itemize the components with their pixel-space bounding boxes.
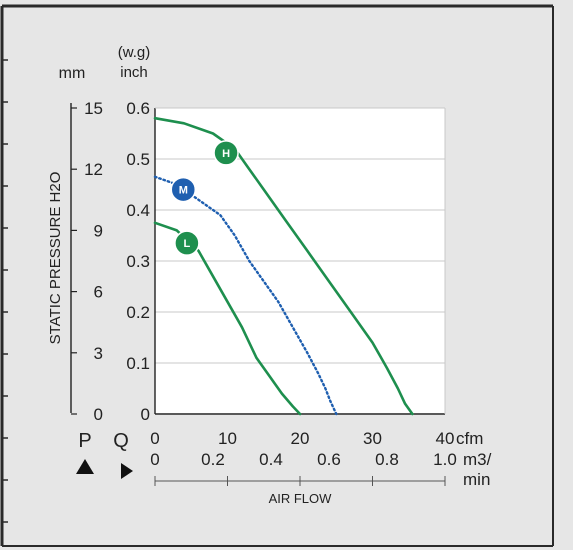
y-axis-mm-tick-label: 15 — [84, 99, 103, 118]
y-axis-mm-tick-label: 3 — [94, 344, 103, 363]
right-triangle-icon — [121, 463, 133, 479]
x-axis-m3-tick-label: 0.6 — [317, 450, 341, 469]
pressure-symbol: P — [78, 430, 91, 452]
curve-h — [153, 116, 414, 416]
y-axis-inch-tick-label: 0.4 — [126, 201, 150, 220]
marker-label-h: H — [222, 148, 230, 160]
x-axis-cfm-tick-label: 10 — [218, 429, 237, 448]
y-axis-inch-labels: 0.6 0.5 0.4 0.3 0.2 0.1 0 — [126, 99, 150, 424]
y-axis-inch-tick-label: 0.3 — [126, 252, 150, 271]
up-triangle-icon — [76, 459, 94, 474]
marker-h — [213, 140, 239, 166]
marker-label-m: M — [179, 185, 188, 197]
x-axis-label: AIR FLOW — [269, 491, 333, 506]
x-axis-cfm-tick-label: 40 — [436, 429, 455, 448]
x-axis-m3-tick-label: 1.0 — [433, 450, 457, 469]
marker-l — [174, 230, 200, 256]
y-axis-mm-tick-label: 9 — [94, 221, 103, 240]
marker-m — [170, 176, 197, 203]
y-axis-inch-unit-line1: (w.g) — [118, 44, 151, 61]
y-axis-mm-ticks — [71, 107, 77, 415]
y-axis-inch-tick-label: 0 — [141, 405, 150, 424]
y-axis-inch-tick-label: 0.2 — [126, 303, 150, 322]
x-axis-cfm-labels: 0 10 20 30 40 — [150, 429, 454, 448]
x-axis-cfm-tick-label: 20 — [291, 429, 310, 448]
x-axis-m3-unit-line2: min — [463, 470, 490, 489]
air-flow-ruler-ticks — [154, 476, 446, 486]
y-axis-mm-tick-label: 6 — [94, 283, 103, 302]
y-axis-inch-tick-label: 0.5 — [126, 150, 150, 169]
y-axis-mm-labels: 15 12 9 6 3 0 — [84, 99, 103, 424]
y-axis-inch-tick-label: 0.6 — [126, 99, 150, 118]
x-axis-cfm-tick-label: 30 — [363, 429, 382, 448]
y-axis-label: STATIC PRESSURE H2O — [47, 172, 64, 345]
speed-markers: H M L — [170, 140, 239, 256]
x-axis-cfm-unit: cfm — [456, 429, 483, 448]
border-ticks — [2, 59, 8, 523]
x-axis-m3-tick-label: 0.8 — [375, 450, 399, 469]
flow-symbol: Q — [113, 430, 129, 452]
marker-label-l: L — [184, 238, 191, 250]
x-axis-cfm-tick-label: 0 — [150, 429, 159, 448]
y-axis-mm-tick-label: 0 — [94, 405, 103, 424]
x-axis-m3-tick-label: 0.2 — [201, 450, 225, 469]
y-axis-inch-unit-line2: inch — [120, 64, 148, 81]
curve-m — [153, 175, 338, 416]
x-axis-m3-tick-label: 0.4 — [259, 450, 283, 469]
x-axis-m3-unit-line1: m3/ — [463, 450, 492, 469]
x-axis-m3-labels: 0 0.2 0.4 0.6 0.8 1.0 — [150, 450, 457, 469]
x-axis-m3-tick-label: 0 — [150, 450, 159, 469]
y-axis-inch-tick-label: 0.1 — [126, 354, 150, 373]
y-axis-mm-tick-label: 12 — [84, 160, 103, 179]
y-axis-mm-unit: mm — [59, 65, 86, 82]
